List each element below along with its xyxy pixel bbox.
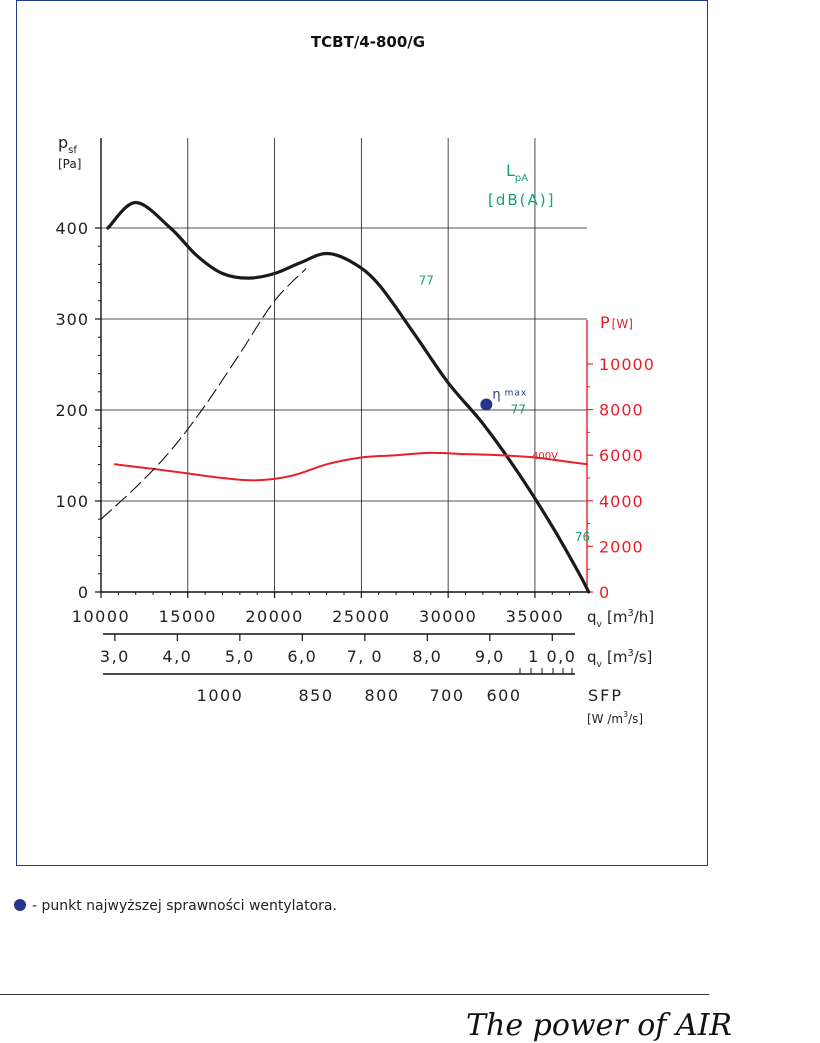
series-label-power: 400V xyxy=(532,451,558,462)
sfp-tick-label: 700 xyxy=(429,686,464,705)
qv_m3h-title: qv xyxy=(587,608,603,630)
y-left-tick-label: 100 xyxy=(55,492,89,511)
y-right-title-main: P xyxy=(600,313,610,332)
x-tick-label: 15000 xyxy=(159,607,217,626)
y-right-tick-label: 2000 xyxy=(599,537,644,556)
y-left-tick-label: 0 xyxy=(78,583,89,602)
sfp-unit: [W /m3/s] xyxy=(587,710,643,726)
eta-dot-icon xyxy=(14,899,26,911)
legend-text: - punkt najwyższej sprawności wentylator… xyxy=(32,898,337,914)
qv_m3h-title-sub: v xyxy=(597,620,603,630)
chart-title: TCBT/4-800/G xyxy=(311,33,425,51)
sfp-tick-label: 850 xyxy=(298,686,333,705)
qv_m3h-unit: [m3/h] xyxy=(607,608,654,626)
brand-logo: The power of AIR xyxy=(466,1008,733,1043)
sfp-tick-label: 800 xyxy=(364,686,399,705)
sfp-unit-main: [W /m xyxy=(587,712,623,726)
qv_m3s-title-main: q xyxy=(587,648,597,666)
sound-annotation: 77 xyxy=(511,403,526,417)
y-right-tick-label: 6000 xyxy=(599,446,644,465)
sound-unit: [dB(A)] xyxy=(488,191,555,209)
sfp-tick-label: 1000 xyxy=(197,686,244,705)
y-right-tick-label: 4000 xyxy=(599,492,644,511)
y-right-tick-label: 10000 xyxy=(599,355,655,374)
qv_m3s-title: qv xyxy=(587,648,603,670)
sound-title: LpA xyxy=(506,161,528,184)
footer-divider xyxy=(0,994,709,995)
sound-title-main: L xyxy=(506,161,515,180)
x-tick-label: 30000 xyxy=(419,607,477,626)
y-left-title-sub: sf xyxy=(68,145,77,156)
y-left-title-main: p xyxy=(58,133,68,152)
qv_m3s-unit-end: /s] xyxy=(634,648,653,666)
qv_m3s-unit-sup: 3 xyxy=(627,648,633,659)
qv-m3s-tick-label: 8,0 xyxy=(412,647,442,666)
x-tick-label: 20000 xyxy=(245,607,303,626)
sfp-tick-label: 600 xyxy=(486,686,521,705)
chart-frame xyxy=(16,0,708,866)
system_curve-curve xyxy=(100,268,307,520)
qv-m3s-tick-label: 6,0 xyxy=(287,647,317,666)
qv-m3s-tick-label: 7, 0 xyxy=(347,647,384,666)
y-right-tick-label: 0 xyxy=(599,583,610,602)
x-tick-label: 35000 xyxy=(506,607,564,626)
sfp-title-main: SFP xyxy=(588,686,623,705)
sfp-unit-end: /s] xyxy=(628,712,643,726)
qv-m3s-tick-label: 9,0 xyxy=(475,647,505,666)
y-left-unit: [Pa] xyxy=(58,157,81,171)
qv-m3s-tick-label: 3,0 xyxy=(100,647,130,666)
grid-lines xyxy=(101,138,587,592)
sfp-unit-sup: 3 xyxy=(623,710,628,719)
axes xyxy=(95,138,593,675)
qv_m3h-unit-sup: 3 xyxy=(627,608,633,619)
x-tick-label: 25000 xyxy=(332,607,390,626)
qv_m3h-unit-end: /h] xyxy=(634,608,654,626)
qv_m3s-unit: [m3/s] xyxy=(607,648,652,666)
qv_m3s-unit-main: [m xyxy=(607,648,627,666)
sound-annotation: 77 xyxy=(419,273,434,287)
eta-symbol: η xyxy=(492,388,500,403)
qv-m3s-tick-label: 5,0 xyxy=(225,647,255,666)
eta-legend-note: - punkt najwyższej sprawności wentylator… xyxy=(14,898,337,914)
x-tick-label: 10000 xyxy=(72,607,130,626)
axis-labels: 0100200300400020004000600080001000010000… xyxy=(55,133,654,726)
qv-m3s-tick-label: 4,0 xyxy=(162,647,192,666)
qv_m3s-title-sub: v xyxy=(597,660,603,670)
y-left-tick-label: 300 xyxy=(55,310,89,329)
y-left-tick-label: 200 xyxy=(55,401,89,420)
qv-m3s-tick-label: 1 0,0 xyxy=(528,647,576,666)
eta-max-point xyxy=(480,398,493,411)
sound-title-sub: pA xyxy=(515,173,528,184)
series-layer xyxy=(100,200,591,594)
y-right-title: P [W] xyxy=(600,313,633,332)
y-left-title: psf xyxy=(58,133,77,156)
sound-annotation: 76 xyxy=(575,530,590,544)
eta-max-label: η max xyxy=(492,388,527,403)
power-curve xyxy=(113,451,588,482)
qv_m3h-title-main: q xyxy=(587,608,597,626)
y-right-tick-label: 8000 xyxy=(599,401,644,420)
sfp-title: SFP xyxy=(588,686,623,705)
qv_m3h-unit-main: [m xyxy=(607,608,627,626)
pressure-curve xyxy=(106,200,591,594)
eta-sub: max xyxy=(505,389,528,399)
y-right-title-unit: [W] xyxy=(612,317,633,331)
y-left-tick-label: 400 xyxy=(55,219,89,238)
